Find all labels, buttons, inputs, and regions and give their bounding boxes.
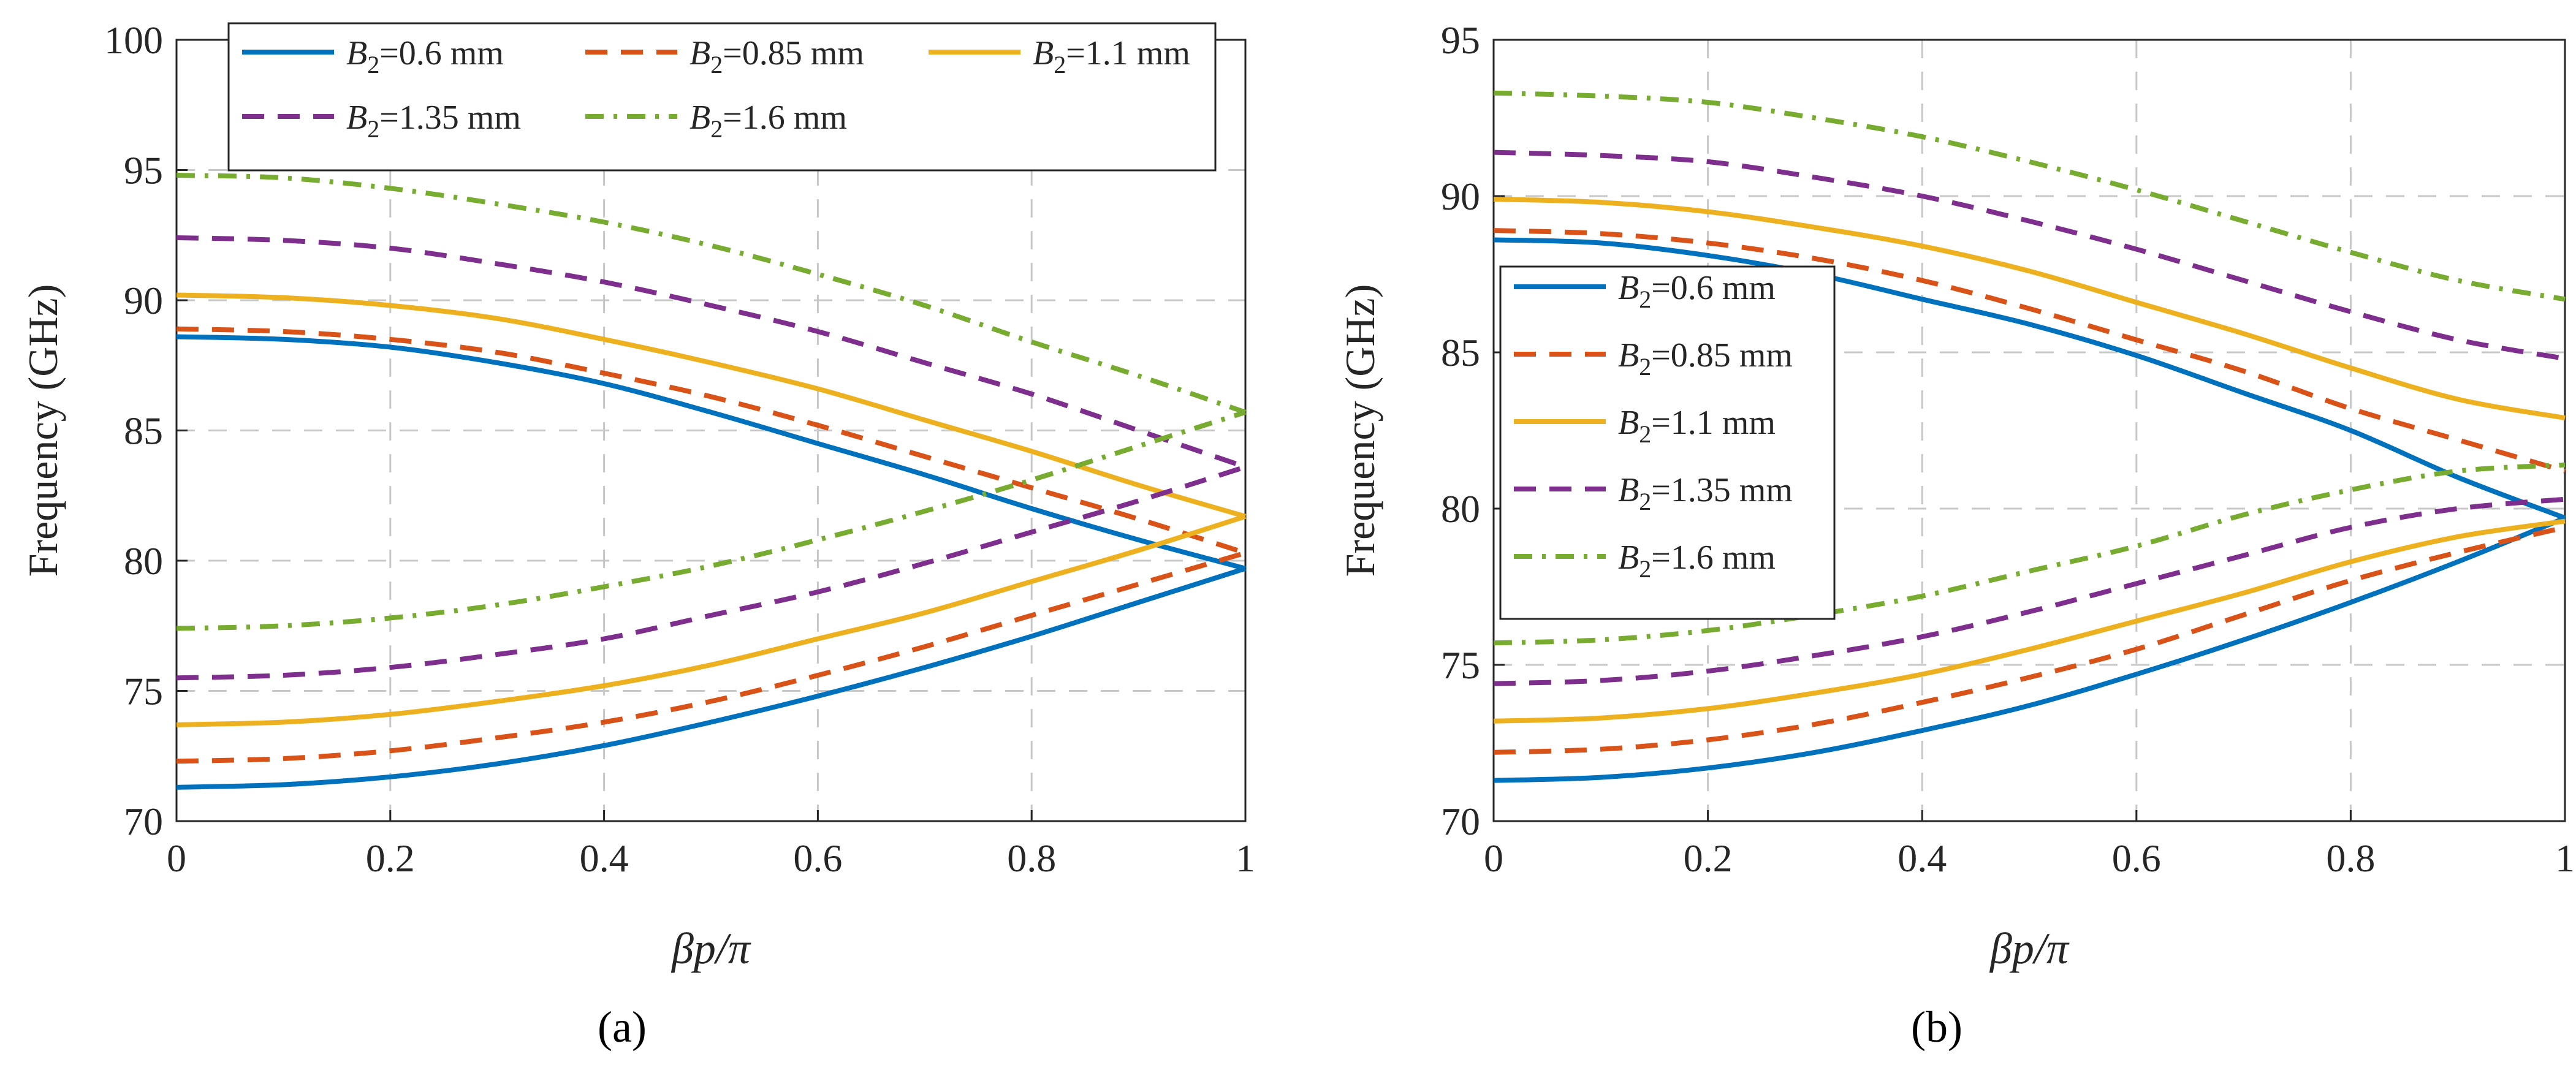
y-tick-label: 85 [124,409,163,453]
y-tick-label: 70 [1441,800,1480,843]
x-tick-label: 1 [1236,836,1255,880]
legend-entry: B2=0.6 mm [1618,269,1776,313]
legend-symbol: B [690,99,710,137]
series-line-b-2-lower [1493,518,2566,724]
y-tick-label: 85 [1441,331,1480,374]
legend-entry: B2=1.35 mm [346,99,521,143]
y-tick-label: 80 [1441,487,1480,531]
legend-symbol: B [1618,539,1639,577]
legend-entry: B2=0.85 mm [690,34,864,78]
y-tick-label: 70 [124,800,163,843]
legend-symbol: B [1618,336,1639,374]
y-axis-label-b: Frequency (GHz) [1337,284,1383,577]
series-line-b-1-upper [1493,228,2566,474]
legend-symbol: B [690,34,710,72]
legend-value: =0.6 mm [379,34,504,72]
legend-subscript: 2 [367,51,379,78]
legend-entry: B2=0.6 mm [346,34,504,78]
series-line-b-3-upper [1493,150,2566,362]
series-line-a-2-upper [176,292,1247,519]
legend-value: =1.35 mm [379,99,521,137]
series-line-a-1-upper [176,326,1247,556]
series-line-b-2-upper [1493,197,2566,421]
legend-symbol: B [1618,404,1639,442]
legend-symbol: B [346,34,367,72]
caption-a: (a) [598,1002,647,1052]
series-line-b-0-upper [1493,237,2566,521]
legend-subscript: 2 [1639,555,1651,583]
legend-subscript: 2 [1639,420,1651,448]
legend-value: =1.6 mm [1651,539,1776,577]
legend-subscript: 2 [710,115,723,143]
caption-b: (b) [1911,1002,1962,1052]
panel-a-chart: 0 0.2 0.4 0.6 0.8 1 70 75 80 85 90 95 100 βp/π Frequen… [20,18,1255,973]
legend-entry: B2=0.85 mm [1618,336,1793,381]
y-tick-label: 75 [1441,643,1480,687]
series-line-a-3-lower [176,464,1247,681]
x-tick-label: 0.2 [366,836,415,880]
series-line-b-4-lower [1493,462,2566,646]
legend-entry: B2=1.6 mm [690,99,847,143]
legend-symbol: B [1618,269,1639,307]
legend-entry: B2=1.6 mm [1618,539,1776,583]
y-tick-label: 95 [1441,18,1480,62]
series-line-a-4-upper [176,173,1247,415]
y-tick-label: 100 [104,18,163,62]
legend-subscript: 2 [710,51,723,78]
x-tick-label: 0.2 [1684,836,1733,880]
x-tick-label: 0.4 [1898,836,1947,880]
y-axis-label-a: Frequency (GHz) [20,284,66,577]
legend-box [227,22,1217,172]
series-line-b-0-lower [1493,515,2566,783]
legend-subscript: 2 [1639,488,1651,515]
legend-symbol: B [1033,34,1054,72]
legend-entry: B2=1.35 mm [1618,471,1793,515]
x-tick-label: 0.6 [793,836,842,880]
series-line-b-1-lower [1493,525,2566,755]
series-line-a-1-lower [176,550,1247,764]
x-axis-label-b: βp/π [1989,924,2070,973]
legend-entry: B2=1.1 mm [1033,34,1190,78]
legend-value: =0.85 mm [723,34,864,72]
legend-value: =1.1 mm [1651,404,1776,442]
legend-value: =0.85 mm [1651,336,1793,374]
legend-value: =0.6 mm [1651,269,1776,307]
legend-value: =1.35 mm [1651,471,1793,509]
legend-value: =1.6 mm [723,99,847,137]
y-tick-label: 90 [124,279,163,322]
legend-box [1499,265,1836,620]
y-tick-label: 95 [124,149,163,192]
legend-value: =1.1 mm [1066,34,1190,72]
x-axis-label-a: βp/π [671,924,751,973]
series-line-a-3-upper [176,235,1247,469]
legend-subscript: 2 [1054,51,1066,78]
series-line-a-4-lower [176,409,1247,631]
series-line-b-4-upper [1493,90,2566,302]
x-tick-label: 0.8 [1007,836,1056,880]
x-tick-label: 0.6 [2112,836,2161,880]
series-line-b-3-lower [1493,496,2566,686]
series-line-a-2-lower [176,514,1247,727]
legend-subscript: 2 [1639,353,1651,381]
series-line-a-0-upper [176,334,1247,571]
legend-subscript: 2 [1639,286,1651,313]
panel-b-chart: 0 0.2 0.4 0.6 0.8 1 70 75 80 85 90 95 βp/π Frequency … [1337,18,2575,973]
x-tick-label: 0.4 [580,836,629,880]
x-tick-label: 1 [2555,836,2575,880]
axes-box-b [1492,39,2566,822]
legend-entry: B2=1.1 mm [1618,404,1776,448]
x-tick-label: 0 [167,836,186,880]
legend-symbol: B [1618,471,1639,509]
y-tick-label: 90 [1441,175,1480,218]
y-tick-label: 75 [124,670,163,713]
x-tick-label: 0 [1484,836,1503,880]
x-tick-label: 0.8 [2326,836,2375,880]
y-tick-label: 80 [124,539,163,583]
legend-symbol: B [346,99,367,137]
series-line-a-0-lower [176,566,1247,790]
legend-subscript: 2 [367,115,379,143]
